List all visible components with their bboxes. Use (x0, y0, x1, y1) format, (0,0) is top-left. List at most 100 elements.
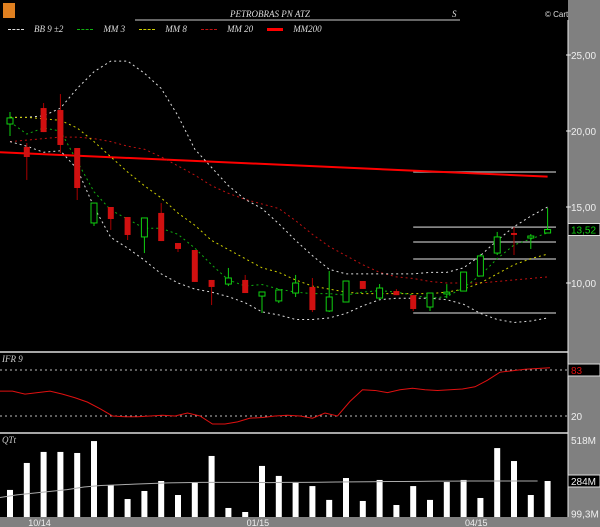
candle-up (426, 292, 434, 308)
price-tick-label: 25,00 (571, 51, 596, 62)
volume-bar (309, 486, 316, 517)
volume-bar (191, 482, 198, 517)
candle-down (309, 286, 316, 311)
legend-mm200: MM200 (267, 24, 322, 34)
candle-down (158, 212, 165, 242)
volume-tick-label: 99,3M (571, 509, 599, 520)
candle-down (511, 232, 517, 235)
volume-bar (410, 486, 417, 517)
ifr-value-box (567, 363, 600, 377)
volume-bar (57, 451, 64, 517)
candle-up (476, 255, 484, 277)
last-value-label: 13,52 (571, 225, 596, 236)
candle-up (527, 235, 535, 239)
candle-up (342, 280, 350, 303)
volume-bar (208, 455, 215, 517)
candle-down (191, 250, 198, 282)
volume-bar (477, 497, 484, 517)
candle-up (258, 291, 266, 297)
ifr-title: IFR 9 (2, 354, 23, 364)
volume-ma-line (0, 480, 538, 498)
volume-bar (23, 462, 30, 517)
volume-bar (292, 482, 299, 517)
price-tick-label: 20,00 (571, 127, 596, 138)
volume-bar (343, 478, 349, 517)
volume-bar (527, 495, 534, 517)
candle-down (208, 279, 215, 287)
candle-down (124, 217, 131, 235)
candle-down (359, 281, 366, 289)
volume-bar (259, 465, 265, 517)
candle-up (376, 287, 384, 299)
candle-down (107, 207, 114, 220)
candle-down (40, 108, 47, 133)
candle-up (292, 282, 300, 294)
candle-up (460, 271, 468, 292)
volume-bar (141, 490, 148, 517)
date-axis (0, 517, 568, 527)
volume-bar (91, 441, 97, 517)
volume-bar (494, 448, 501, 517)
volume-bar (544, 481, 551, 517)
volume-bar (443, 482, 450, 517)
candle-up (493, 236, 501, 254)
mm200-line (0, 151, 548, 178)
legend-bb: BB 9 ±2 (8, 24, 63, 34)
last-value-box (567, 222, 600, 236)
candle-down (23, 146, 30, 157)
candle-down (393, 291, 400, 296)
volume-bar (7, 489, 13, 517)
volume-bar (326, 499, 333, 517)
ifr-line (0, 367, 551, 425)
candle-down (74, 148, 81, 188)
volume-bar (158, 481, 165, 517)
volume-value-box (567, 474, 600, 488)
candle-down (242, 279, 249, 294)
candle-up (275, 289, 283, 302)
legend-mm20: MM 20 (200, 24, 253, 34)
price-tick-label: 10,00 (571, 279, 596, 290)
candle-up (443, 291, 451, 295)
volume-bar (275, 475, 282, 517)
candle-up (90, 202, 98, 224)
candle-up (544, 228, 552, 234)
candle-up (325, 296, 333, 312)
price-tick-label: 15,00 (571, 203, 596, 214)
candle-down (57, 110, 64, 145)
cartezyan-logo (3, 3, 15, 18)
candle-down (410, 295, 417, 309)
volume-bar (107, 485, 114, 517)
volume-bar (124, 499, 131, 517)
volume-bar (74, 452, 81, 517)
volume-bar (427, 499, 433, 517)
candle-up (140, 217, 148, 238)
chart-title: PETROBRAS PN ATZ (230, 9, 311, 19)
date-label: 04/15 (465, 518, 488, 527)
volume-bar (359, 500, 366, 517)
period-label: S (452, 9, 457, 19)
volume-bar (175, 495, 181, 517)
volume-bar (460, 479, 467, 517)
date-label: 01/15 (247, 518, 270, 527)
ifr-level-label: 20 (571, 412, 583, 423)
volume-bar (40, 451, 47, 517)
date-label: 10/14 (28, 518, 51, 527)
legend-mm3: MM 3 (77, 24, 125, 34)
price-axis (568, 0, 600, 527)
mm3-line (9, 121, 548, 299)
ifr-level-label: 83 (571, 366, 583, 377)
candle-down (175, 243, 181, 249)
volume-tick-label: 518M (571, 436, 596, 447)
volume-bar (393, 504, 400, 517)
candle-up (6, 117, 14, 125)
volume-title: QTt (2, 435, 17, 445)
legend-mm8: MM 8 (139, 24, 187, 34)
copyright: © Cartezyan (545, 10, 590, 19)
bollinger-lower (9, 141, 548, 324)
candle-up (224, 277, 232, 285)
volume-bar (225, 507, 232, 517)
volume-bar (242, 511, 249, 517)
legend: BB 9 ±2 MM 3 MM 8 MM 20 MM200 (8, 24, 322, 34)
volume-bar (511, 461, 517, 517)
